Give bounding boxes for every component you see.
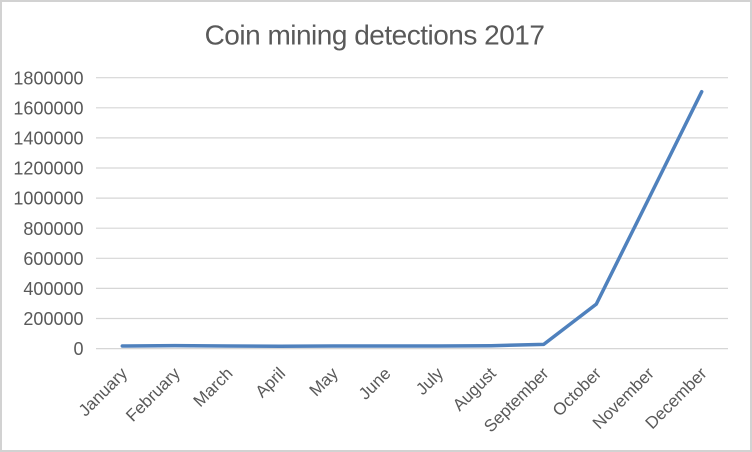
svg-text:1400000: 1400000 xyxy=(13,129,83,149)
svg-text:May: May xyxy=(306,364,342,400)
svg-text:July: July xyxy=(412,364,447,399)
svg-text:1000000: 1000000 xyxy=(13,189,83,209)
svg-text:June: June xyxy=(355,364,395,404)
svg-text:February: February xyxy=(122,364,184,426)
svg-text:1200000: 1200000 xyxy=(13,159,83,179)
svg-text:600000: 600000 xyxy=(23,249,83,269)
svg-text:800000: 800000 xyxy=(23,219,83,239)
svg-text:April: April xyxy=(252,364,289,401)
svg-text:200000: 200000 xyxy=(23,309,83,329)
svg-text:Coin mining detections 2017: Coin mining detections 2017 xyxy=(205,20,545,51)
svg-text:1800000: 1800000 xyxy=(13,68,83,88)
svg-text:August: August xyxy=(449,364,500,415)
svg-text:March: March xyxy=(190,364,237,411)
svg-text:1600000: 1600000 xyxy=(13,98,83,118)
svg-text:0: 0 xyxy=(73,339,83,359)
svg-text:400000: 400000 xyxy=(23,279,83,299)
